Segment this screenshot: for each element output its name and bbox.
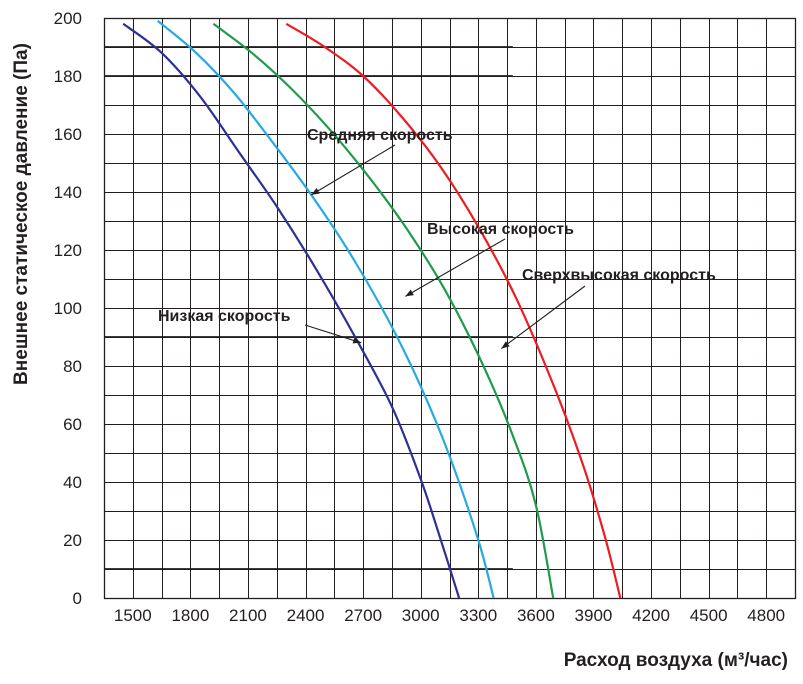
annotation-leader-line [311, 144, 396, 196]
x-tick-label: 4800 [747, 606, 785, 625]
x-tick-label: 4200 [632, 606, 670, 625]
y-tick-label: 200 [54, 9, 82, 28]
annotation-arrowhead [311, 188, 320, 195]
x-tick-label: 2400 [287, 606, 325, 625]
annotation-arrowhead [501, 341, 510, 349]
annotation-leader-line [405, 238, 506, 297]
y-tick-label: 100 [54, 299, 82, 318]
x-tick-label: 1800 [171, 606, 209, 625]
annotation-leader-line [304, 324, 362, 344]
annotation-arrowhead [352, 337, 362, 344]
x-tick-label: 3300 [459, 606, 497, 625]
y-axis-title: Внешнее статическое давление (Па) [11, 43, 32, 385]
x-tick-label: 3600 [517, 606, 555, 625]
curve-series-4 [285, 22, 622, 599]
x-tick-label: 1500 [114, 606, 152, 625]
y-tick-label: 160 [54, 125, 82, 144]
annotation-arrowhead [405, 289, 414, 297]
y-tick-label: 20 [63, 531, 82, 550]
annotation-label: Средняя скорость [307, 127, 453, 144]
x-tick-label: 4500 [690, 606, 728, 625]
curve-series-1 [122, 22, 461, 599]
x-tick-label: 2700 [344, 606, 382, 625]
x-tick-label: 2100 [229, 606, 267, 625]
annotation-label: Низкая скорость [158, 308, 291, 325]
curve-series-2 [156, 20, 495, 599]
annotation-label: Сверхвысокая скорость [522, 267, 716, 284]
y-tick-label: 180 [54, 67, 82, 86]
y-tick-label: 60 [63, 415, 82, 434]
x-axis-title: Расход воздуха (м³/час) [564, 650, 788, 671]
y-tick-label: 80 [63, 357, 82, 376]
x-tick-label: 3000 [402, 606, 440, 625]
y-tick-label: 120 [54, 241, 82, 260]
y-tick-label: 0 [73, 589, 82, 608]
plot-frame [103, 17, 797, 600]
y-tick-label: 140 [54, 183, 82, 202]
annotation-leader-line [500, 285, 586, 350]
annotation-label: Высокая скорость [427, 221, 574, 238]
x-tick-label: 3900 [575, 606, 613, 625]
y-tick-label: 40 [63, 473, 82, 492]
curve-series-3 [212, 22, 555, 599]
